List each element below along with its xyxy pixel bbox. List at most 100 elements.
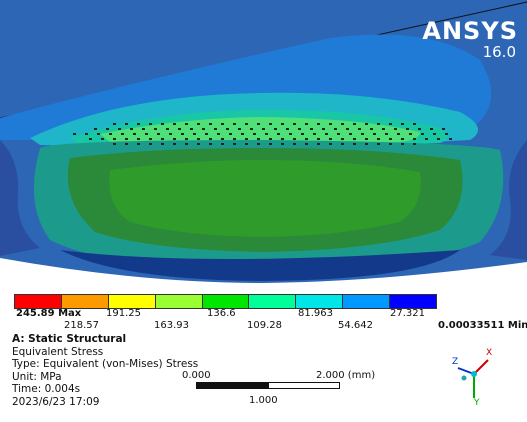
perforation-hole (113, 123, 116, 125)
perforation-hole (305, 143, 308, 145)
perforation-hole (365, 138, 368, 140)
perforation-hole (289, 133, 292, 135)
perforation-hole (173, 123, 176, 125)
legend-value: 54.642 (338, 320, 373, 331)
analysis-title: A: Static Structural (12, 333, 127, 345)
perforation-hole (190, 128, 193, 130)
perforation-hole (413, 143, 416, 145)
perforation-hole (185, 138, 188, 140)
legend-color-segment (249, 295, 297, 308)
perforation-hole (269, 123, 272, 125)
perforation-hole (97, 133, 100, 135)
perforation-hole (262, 128, 265, 130)
perforation-hole (394, 128, 397, 130)
perforation-hole (418, 128, 421, 130)
perforation-hole (161, 123, 164, 125)
perforation-hole (265, 133, 268, 135)
perforation-hole (385, 133, 388, 135)
perforation-hole (269, 143, 272, 145)
result-unit: Unit: MPa (12, 370, 62, 383)
perforation-hole (253, 133, 256, 135)
legend-value: 81.963 (298, 308, 333, 319)
perforation-hole (281, 143, 284, 145)
perforation-hole (442, 128, 445, 130)
perforation-hole (157, 133, 160, 135)
perforation-hole (169, 133, 172, 135)
perforation-hole (94, 128, 97, 130)
perforation-hole (413, 138, 416, 140)
perforation-hole (257, 143, 260, 145)
perforation-hole (137, 138, 140, 140)
perforation-hole (145, 133, 148, 135)
perforation-hole (317, 138, 320, 140)
perforation-hole (382, 128, 385, 130)
perforation-hole (322, 128, 325, 130)
perforation-hole (341, 138, 344, 140)
perforation-hole (73, 133, 76, 135)
perforation-hole (373, 133, 376, 135)
perforation-hole (377, 123, 380, 125)
legend-value: 109.28 (247, 320, 282, 331)
perforation-hole (293, 143, 296, 145)
perforation-hole (130, 128, 133, 130)
perforation-hole (154, 128, 157, 130)
perforation-hole (149, 123, 152, 125)
perforation-hole (197, 123, 200, 125)
perforation-hole (353, 143, 356, 145)
perforation-hole (401, 123, 404, 125)
legend-color-segment (296, 295, 344, 308)
legend-max-label: 245.89 Max (16, 308, 82, 319)
perforation-hole (329, 143, 332, 145)
perforation-hole (166, 128, 169, 130)
legend-value: 27.321 (390, 308, 425, 319)
result-type: Type: Equivalent (von-Mises) Stress (12, 358, 199, 371)
perforation-hole (245, 123, 248, 125)
perforation-hole (325, 133, 328, 135)
legend-colorbar (14, 294, 437, 309)
perforation-hole (149, 143, 152, 145)
perforation-hole (449, 138, 452, 140)
triad-z-label: Z (452, 357, 459, 367)
perforation-hole (226, 128, 229, 130)
logo-brand: ANSYS (422, 17, 518, 45)
perforation-hole (125, 123, 128, 125)
perforation-hole (197, 143, 200, 145)
perforation-hole (238, 128, 241, 130)
perforation-hole (409, 133, 412, 135)
perforation-hole (401, 143, 404, 145)
perforation-hole (121, 133, 124, 135)
perforation-hole (205, 133, 208, 135)
result-time: Time: 0.004s (12, 383, 81, 396)
perforation-hole (137, 123, 140, 125)
perforation-hole (337, 133, 340, 135)
perforation-hole (317, 123, 320, 125)
perforation-hole (389, 123, 392, 125)
perforation-hole (365, 123, 368, 125)
legend-color-segment (343, 295, 391, 308)
perforation-hole (389, 143, 392, 145)
perforation-hole (377, 143, 380, 145)
perforation-hole (217, 133, 220, 135)
perforation-hole (209, 143, 212, 145)
legend-color-segment (390, 295, 437, 308)
perforation-hole (101, 138, 104, 140)
perforation-hole (437, 138, 440, 140)
perforation-hole (377, 138, 380, 140)
perforation-hole (445, 133, 448, 135)
perforation-hole (310, 128, 313, 130)
perforation-hole (401, 138, 404, 140)
perforation-hole (341, 143, 344, 145)
perforation-hole (113, 143, 116, 145)
perforation-hole (293, 138, 296, 140)
perforation-hole (113, 138, 116, 140)
coordinate-triad[interactable]: X Y Z (452, 348, 502, 410)
legend-value: 218.57 (64, 320, 99, 331)
perforation-hole (349, 133, 352, 135)
legend-value: 191.25 (106, 308, 141, 319)
perforation-hole (125, 143, 128, 145)
perforation-hole (329, 138, 332, 140)
perforation-hole (185, 123, 188, 125)
perforation-hole (353, 123, 356, 125)
